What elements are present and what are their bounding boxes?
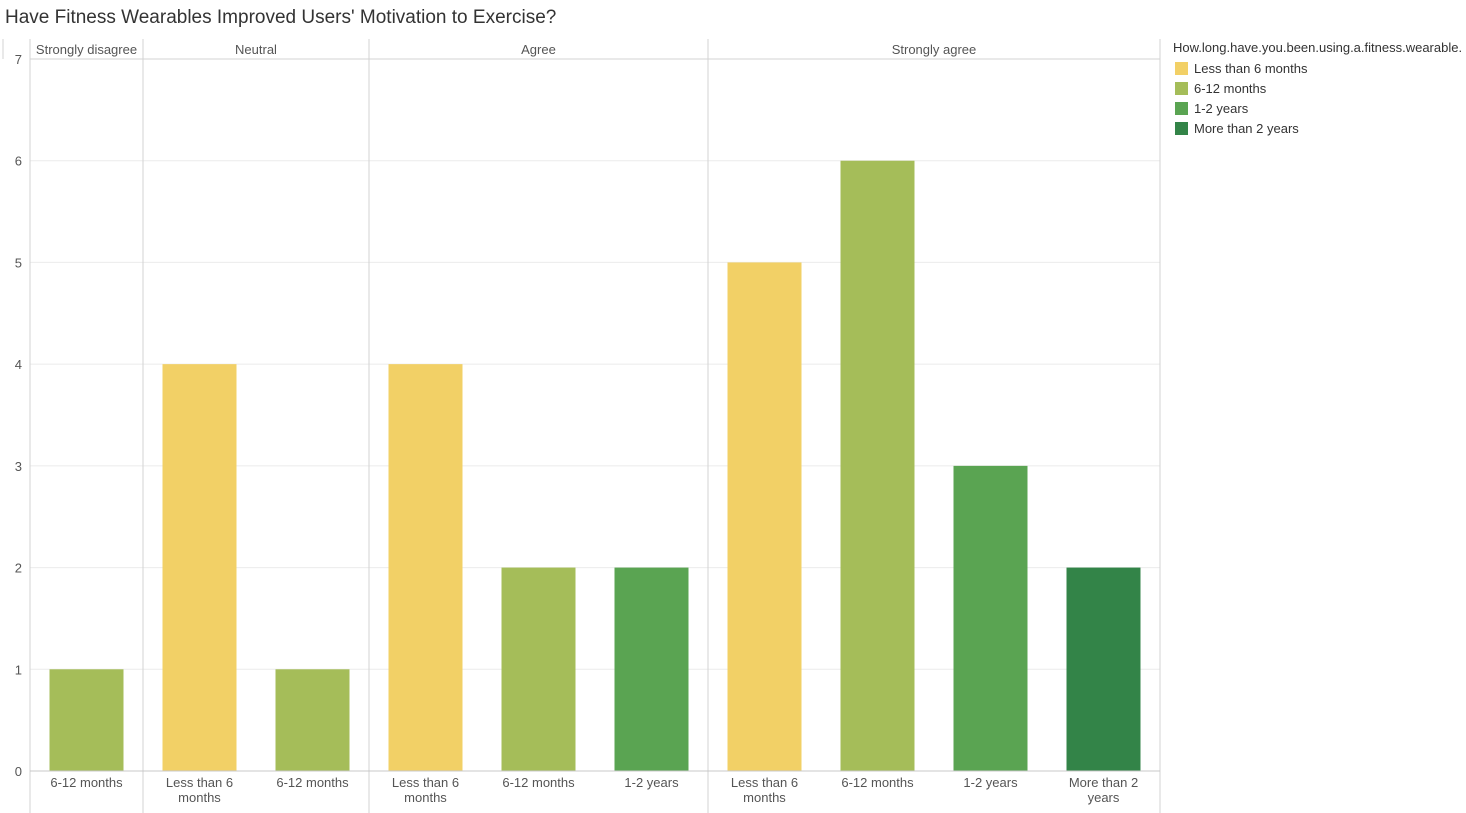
panel-header-label: Neutral — [235, 42, 277, 57]
bar — [388, 364, 463, 771]
legend-item-1-2-years: 1-2 years — [1173, 98, 1462, 118]
legend-swatch — [1175, 101, 1188, 115]
legend-swatch — [1175, 81, 1188, 95]
x-tick-label: 6-12 months — [502, 775, 575, 790]
y-tick-label: 0 — [15, 764, 22, 779]
x-tick-label: 1-2 years — [963, 775, 1018, 790]
bar — [953, 465, 1028, 771]
x-tick-label: 6-12 months — [276, 775, 349, 790]
legend-label: More than 2 years — [1194, 120, 1299, 136]
x-tick-label: Less than 6 months — [166, 775, 233, 805]
legend-label: 6-12 months — [1194, 80, 1267, 96]
panel-header-label: Strongly disagree — [36, 42, 137, 57]
x-tick-label: Less than 6 months — [731, 775, 798, 805]
bar — [614, 567, 689, 771]
y-tick-label: 7 — [15, 52, 22, 67]
bar — [1066, 567, 1141, 771]
x-tick-label: Less than 6 months — [392, 775, 459, 805]
bar — [727, 262, 802, 771]
y-tick-label: 6 — [15, 154, 22, 169]
bar — [501, 567, 576, 771]
chart-title: Have Fitness Wearables Improved Users' M… — [5, 7, 557, 28]
legend-label: 1-2 years — [1194, 100, 1249, 116]
x-tick-label: More than 2 years — [1069, 775, 1138, 805]
panel-header-label: Agree — [521, 42, 556, 57]
legend: How.long.have.you.been.using.a.fitness.w… — [1173, 40, 1462, 138]
legend-swatch — [1175, 61, 1188, 75]
bar — [275, 669, 350, 771]
x-tick-label: 6-12 months — [50, 775, 123, 790]
legend-swatch — [1175, 121, 1188, 135]
legend-item-more-than-2-years: More than 2 years — [1173, 118, 1462, 138]
bar — [840, 160, 915, 771]
bar — [162, 364, 237, 771]
y-tick-label: 2 — [15, 561, 22, 576]
legend-title: How.long.have.you.been.using.a.fitness.w… — [1173, 40, 1463, 55]
y-tick-label: 3 — [15, 459, 22, 474]
x-tick-label: 1-2 years — [624, 775, 679, 790]
legend-item-6-12-months: 6-12 months — [1173, 78, 1462, 98]
legend-item-less-than-6-months: Less than 6 months — [1173, 58, 1462, 78]
y-tick-label: 4 — [15, 357, 22, 372]
y-tick-label: 1 — [15, 662, 22, 677]
x-tick-label: 6-12 months — [841, 775, 914, 790]
bar-chart: 0 1 2 3 4 5 6 7 Strongly disagree 6-12 months Neut… — [2, 39, 1161, 813]
panel-header-label: Strongly agree — [892, 42, 977, 57]
bar — [49, 669, 124, 771]
y-tick-label: 5 — [15, 255, 22, 270]
legend-label: Less than 6 months — [1194, 60, 1308, 76]
